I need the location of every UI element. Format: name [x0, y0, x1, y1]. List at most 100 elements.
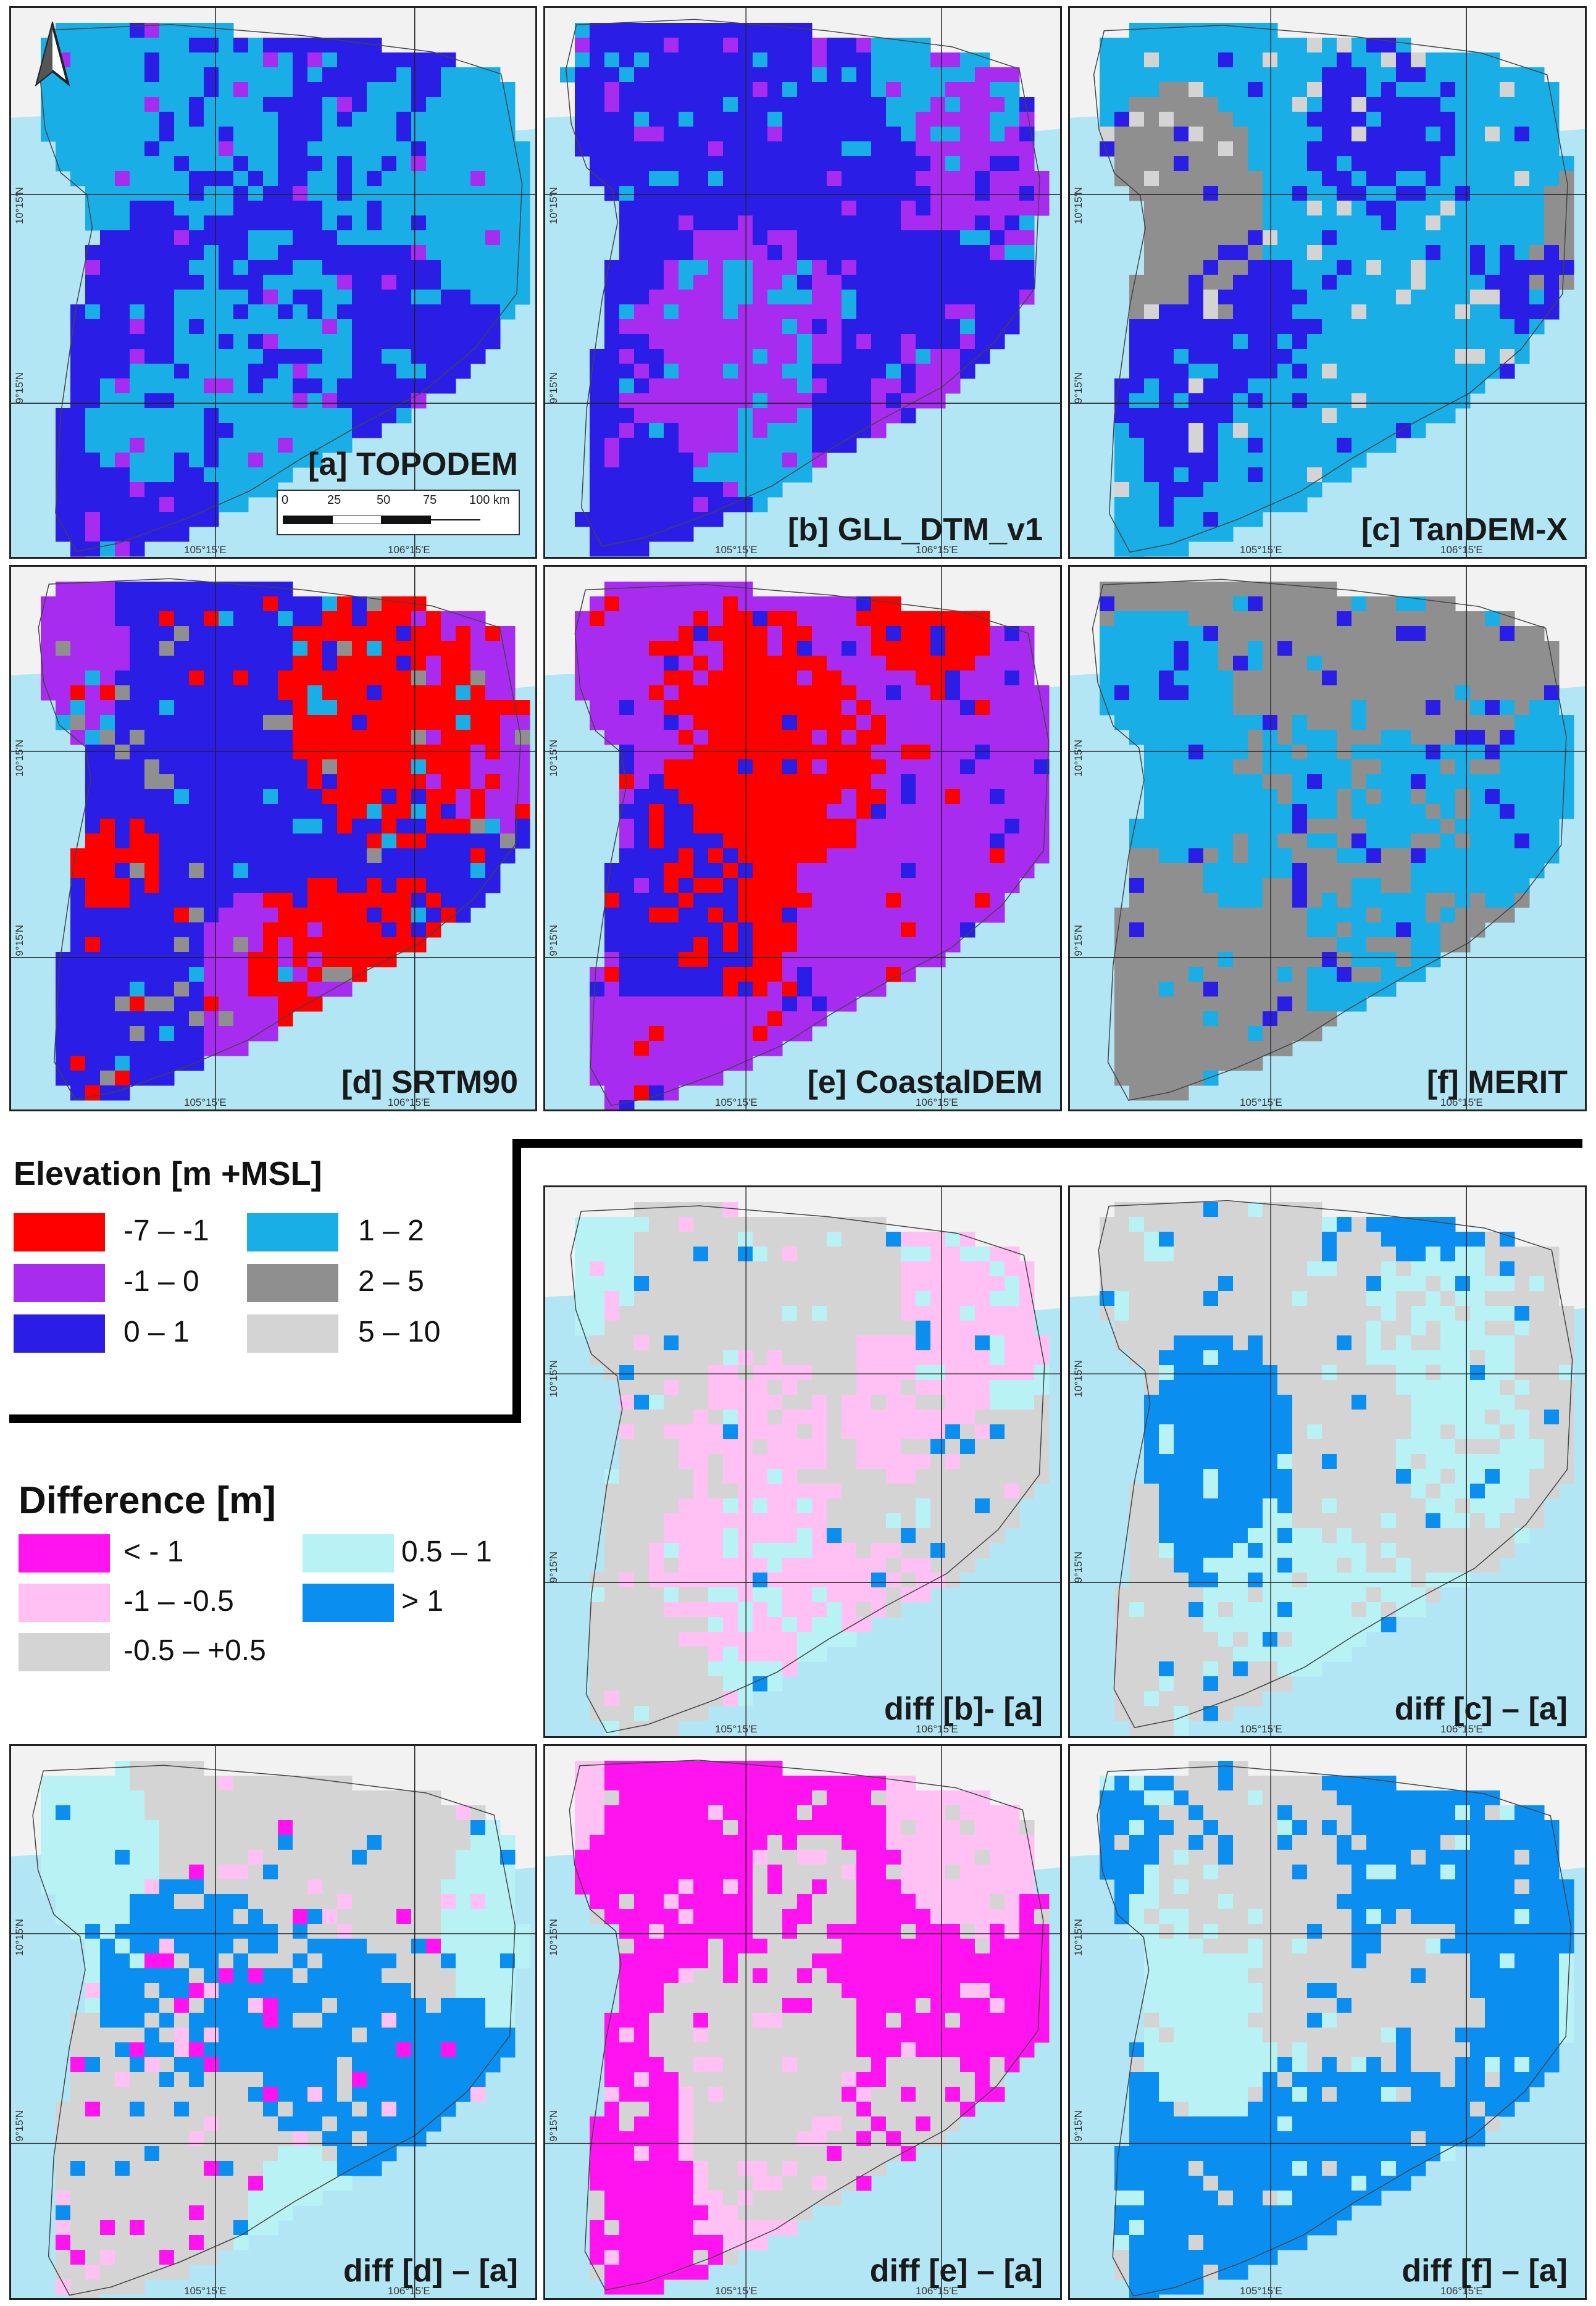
- panel-label: diff [f] – [a]: [1402, 2253, 1568, 2289]
- lon-tick-east: 106°15'E: [1440, 1097, 1483, 1108]
- north-arrow-icon: [35, 22, 70, 87]
- legend-label: 5 – 10: [358, 1316, 441, 1348]
- map-raster: [545, 1746, 1060, 2298]
- lon-tick-west: 105°15'E: [1240, 544, 1282, 556]
- map-panel-a: 10°15'N 9°15'N 105°15'E 106°15'E [a] TOP…: [9, 6, 537, 559]
- lon-tick-west: 105°15'E: [184, 1097, 227, 1108]
- panel-label: [a] TOPODEM: [308, 446, 518, 482]
- separator-horizontal-bottom: [9, 1414, 521, 1423]
- map-raster: [11, 567, 535, 1109]
- legend-swatch: [14, 1264, 105, 1302]
- lon-tick-west: 105°15'E: [715, 2285, 758, 2297]
- lat-tick-south: 9°15'N: [1072, 372, 1084, 404]
- panel-label: [d] SRTM90: [341, 1064, 518, 1100]
- lat-tick-south: 9°15'N: [548, 925, 559, 956]
- panel-label: [e] CoastalDEM: [807, 1064, 1043, 1100]
- map-raster: [1070, 1187, 1585, 1736]
- legend-difference-title: Difference [m]: [19, 1479, 276, 1522]
- lon-tick-east: 106°15'E: [916, 1723, 958, 1735]
- panel-label: diff [d] – [a]: [343, 2253, 518, 2289]
- legend-label: 2 – 5: [358, 1265, 424, 1298]
- lon-tick-east: 106°15'E: [1440, 2285, 1483, 2297]
- panel-label: [b] GLL_DTM_v1: [787, 512, 1043, 548]
- lon-tick-east: 106°15'E: [388, 2285, 430, 2297]
- lat-tick-north: 10°15'N: [548, 1360, 559, 1398]
- map-raster: [1070, 1746, 1585, 2298]
- scale-label-75: 75: [423, 493, 437, 507]
- lat-tick-south: 9°15'N: [548, 1552, 559, 1583]
- legend-swatch: [303, 1534, 394, 1573]
- separator-vertical: [512, 1139, 521, 1423]
- legend-label: -7 – -1: [123, 1214, 209, 1247]
- map-raster: [545, 1187, 1060, 1736]
- scale-label-0: 0: [282, 493, 289, 507]
- map-panel-e: 10°15'N 9°15'N 105°15'E 106°15'E [e] Coa…: [543, 565, 1062, 1111]
- panel-label: diff [c] – [a]: [1394, 1691, 1568, 1727]
- scale-bar: 0 25 50 75 100 km: [277, 490, 520, 535]
- lon-tick-west: 105°15'E: [715, 1097, 758, 1108]
- legend-swatch: [19, 1534, 110, 1573]
- lat-tick-south: 9°15'N: [548, 372, 559, 404]
- lat-tick-north: 10°15'N: [1072, 1919, 1084, 1957]
- panel-label: diff [b]- [a]: [884, 1691, 1043, 1727]
- lon-tick-east: 106°15'E: [916, 2285, 958, 2297]
- legend-elevation-title: Elevation [m +MSL]: [14, 1155, 322, 1192]
- map-raster: [11, 1746, 535, 2298]
- lon-tick-west: 105°15'E: [184, 2285, 227, 2297]
- map-panel-d: 10°15'N 9°15'N 105°15'E 106°15'E [d] SRT…: [9, 565, 537, 1111]
- lat-tick-north: 10°15'N: [14, 740, 25, 777]
- map-raster: [11, 8, 535, 557]
- map-raster: [545, 567, 1060, 1109]
- map-panel-f: 10°15'N 9°15'N 105°15'E 106°15'E [f] MER…: [1068, 565, 1587, 1111]
- lat-tick-south: 9°15'N: [1072, 1552, 1084, 1583]
- map-raster: [1070, 567, 1585, 1109]
- lat-tick-south: 9°15'N: [14, 2110, 25, 2142]
- legend-label: 0.5 – 1: [401, 1535, 492, 1568]
- legend-swatch: [14, 1213, 105, 1251]
- lat-tick-north: 10°15'N: [548, 740, 559, 777]
- legend-swatch: [247, 1213, 338, 1251]
- legend-swatch: [247, 1264, 338, 1302]
- panel-label: diff [e] – [a]: [869, 2253, 1043, 2289]
- legend-swatch: [247, 1314, 338, 1353]
- map-raster: [1070, 8, 1585, 557]
- lat-tick-south: 9°15'N: [548, 2110, 559, 2142]
- panel-label: [f] MERIT: [1426, 1064, 1568, 1100]
- scale-label-50: 50: [377, 493, 391, 507]
- legend-label: -0.5 – +0.5: [123, 1634, 266, 1667]
- map-panel-diff-b-a: 10°15'N 9°15'N 105°15'E 106°15'E diff [b…: [543, 1185, 1062, 1738]
- lon-tick-east: 106°15'E: [916, 1097, 958, 1108]
- separator-horizontal-top: [517, 1139, 1582, 1148]
- lon-tick-west: 105°15'E: [1240, 2285, 1282, 2297]
- lat-tick-north: 10°15'N: [548, 1919, 559, 1957]
- map-panel-c: 10°15'N 9°15'N 105°15'E 106°15'E [c] Tan…: [1068, 6, 1587, 559]
- panel-label: [c] TanDEM-X: [1361, 512, 1568, 548]
- lat-tick-south: 9°15'N: [14, 925, 25, 956]
- lat-tick-south: 9°15'N: [1072, 2110, 1084, 2142]
- lon-tick-east: 106°15'E: [916, 544, 958, 556]
- legend-label: -1 – -0.5: [123, 1585, 234, 1618]
- lon-tick-east: 106°15'E: [1440, 544, 1483, 556]
- lat-tick-north: 10°15'N: [14, 1919, 25, 1957]
- map-raster: [545, 8, 1060, 557]
- map-panel-diff-d-a: 10°15'N 9°15'N 105°15'E 106°15'E diff [d…: [9, 1744, 537, 2300]
- legend-swatch: [19, 1584, 110, 1622]
- lon-tick-east: 106°15'E: [388, 1097, 430, 1108]
- lon-tick-west: 105°15'E: [184, 544, 227, 556]
- lat-tick-south: 9°15'N: [14, 372, 25, 404]
- legend-label: 1 – 2: [358, 1214, 424, 1247]
- legend-swatch: [19, 1633, 110, 1671]
- map-panel-b: 10°15'N 9°15'N 105°15'E 106°15'E [b] GLL…: [543, 6, 1062, 559]
- lat-tick-north: 10°15'N: [1072, 740, 1084, 777]
- lat-tick-south: 9°15'N: [1072, 925, 1084, 956]
- legend-label: > 1: [401, 1585, 444, 1618]
- lon-tick-west: 105°15'E: [715, 544, 758, 556]
- lon-tick-east: 106°15'E: [1440, 1723, 1483, 1735]
- lon-tick-west: 105°15'E: [1240, 1097, 1282, 1108]
- lon-tick-west: 105°15'E: [715, 1723, 758, 1735]
- map-panel-diff-f-a: 10°15'N 9°15'N 105°15'E 106°15'E diff [f…: [1068, 1744, 1587, 2300]
- scale-label-25: 25: [327, 493, 341, 507]
- lat-tick-north: 10°15'N: [1072, 1360, 1084, 1398]
- legend-label: -1 – 0: [123, 1265, 199, 1298]
- lat-tick-north: 10°15'N: [1072, 187, 1084, 225]
